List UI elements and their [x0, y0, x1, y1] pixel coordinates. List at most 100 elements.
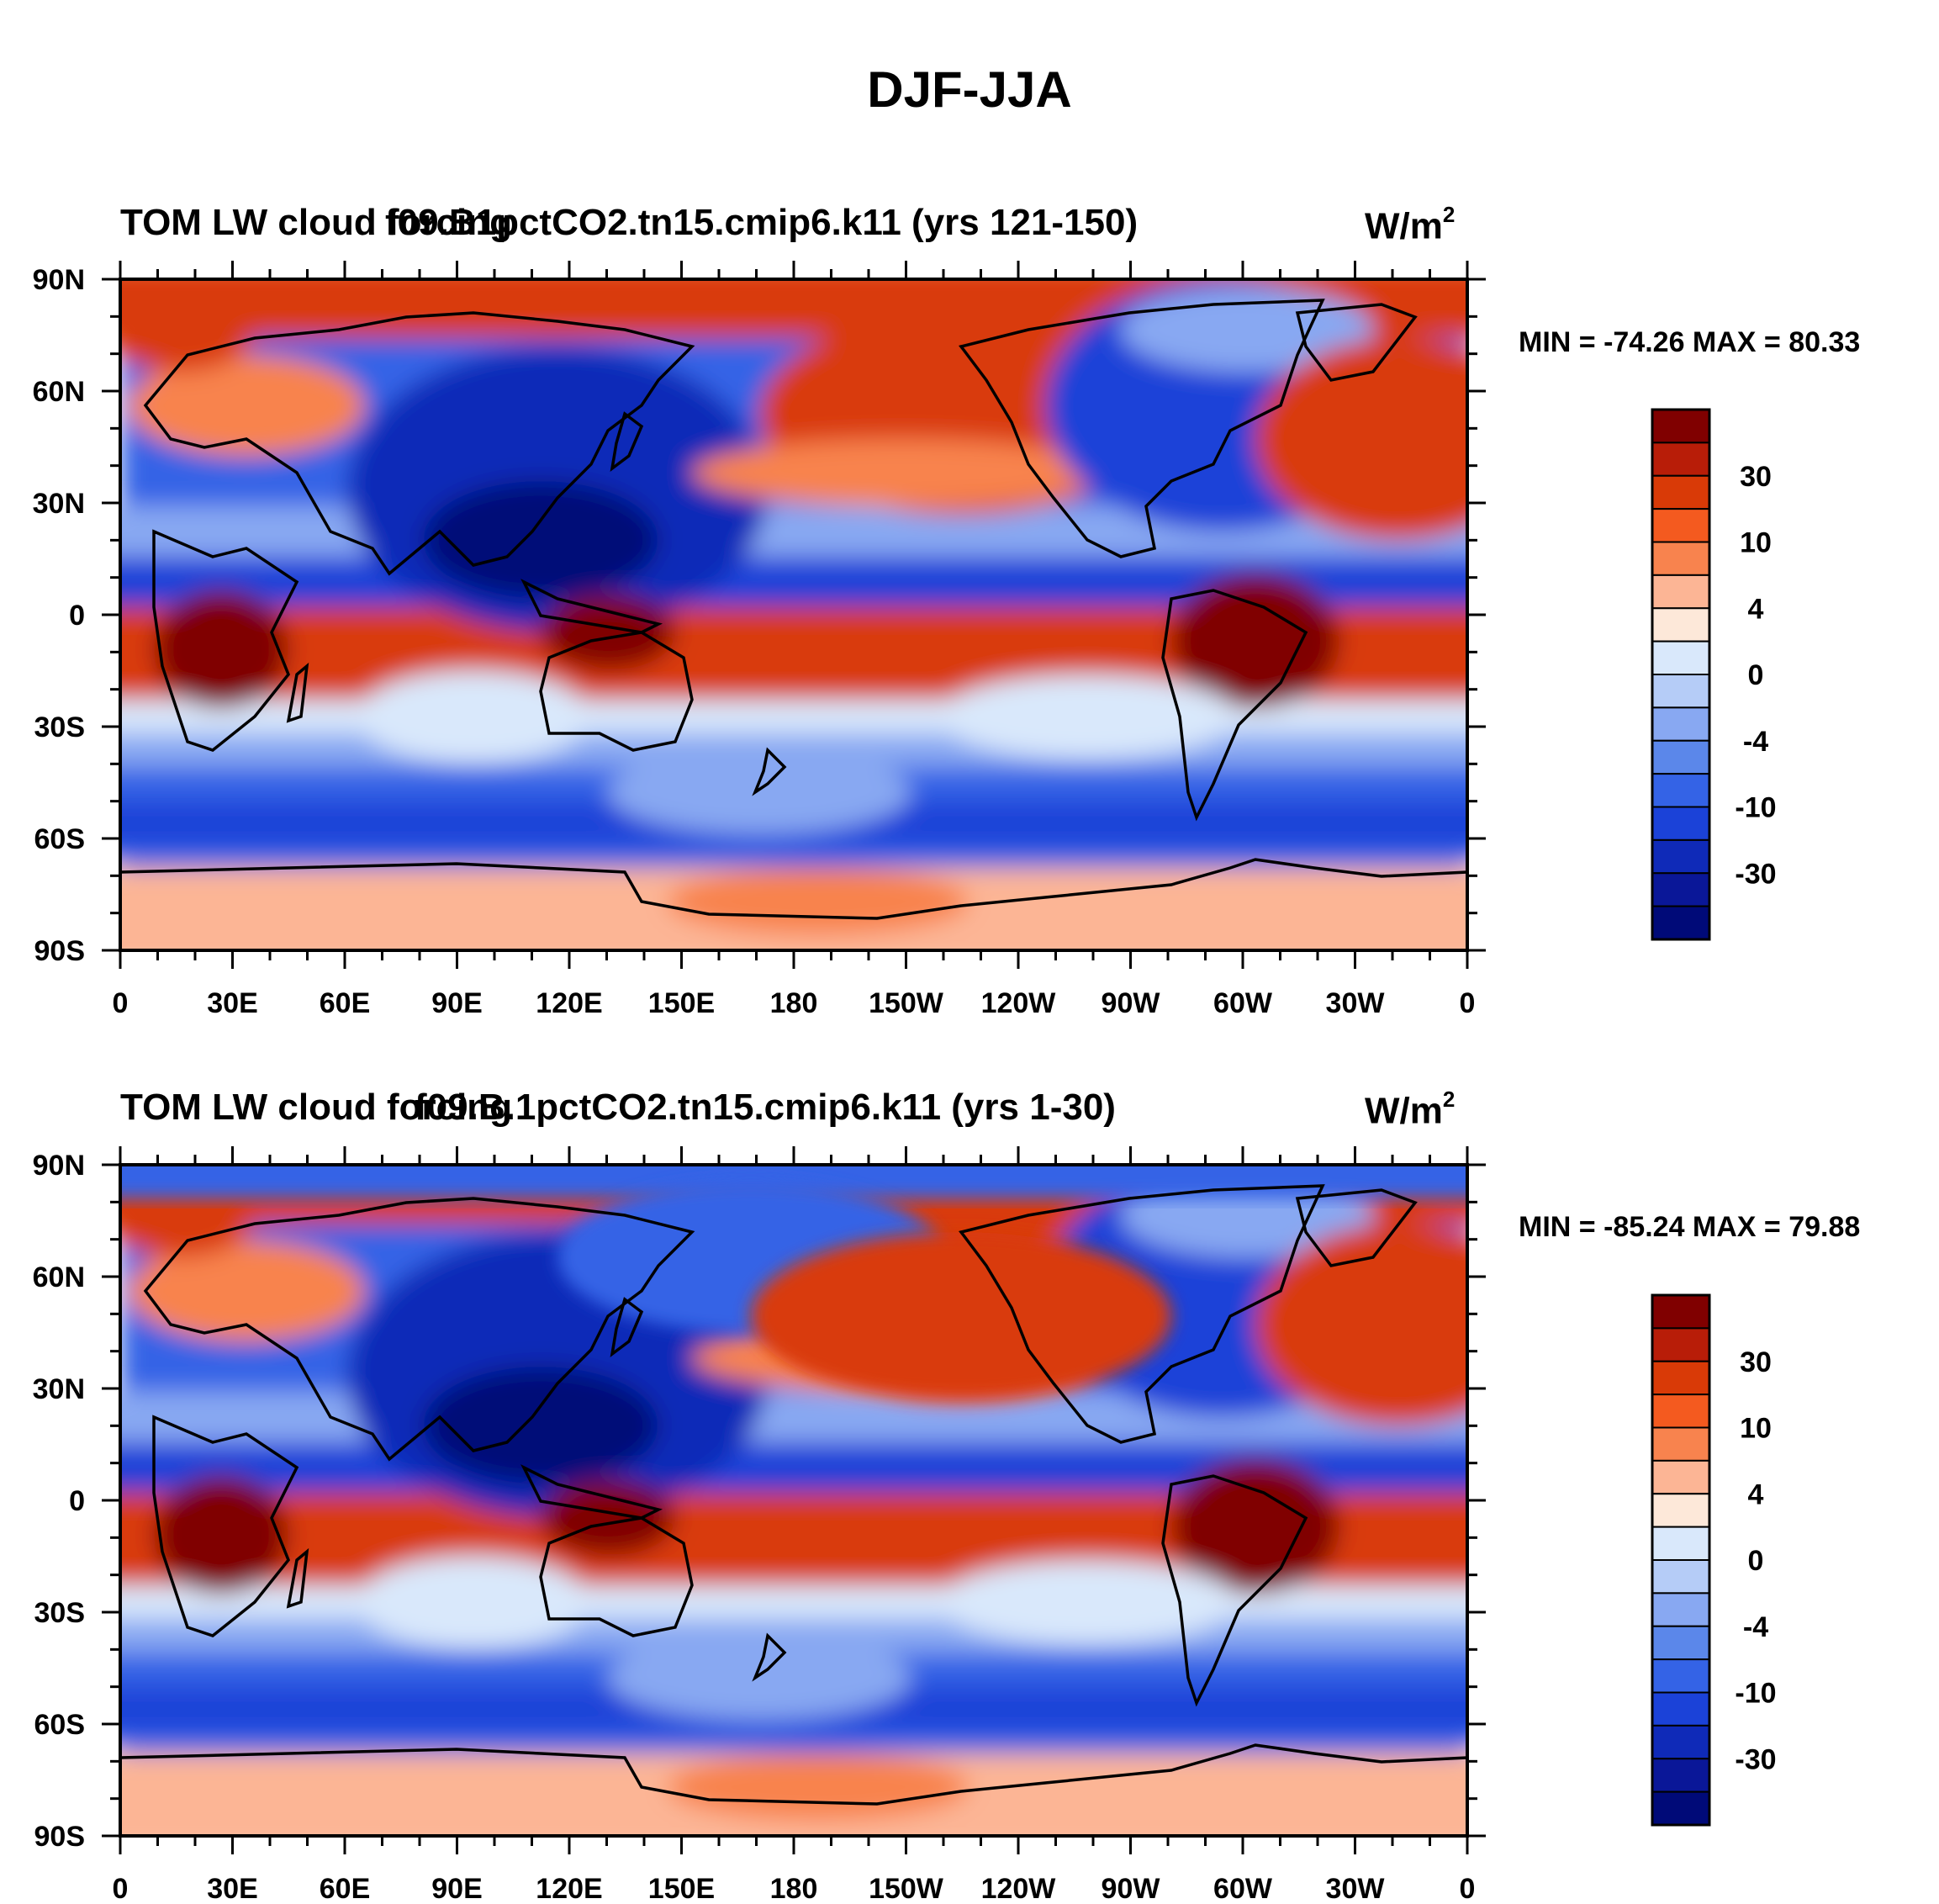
colorbar-box: [1651, 1592, 1710, 1627]
lon-label: 30E: [207, 987, 258, 1019]
colorbar-label: -10: [1735, 792, 1776, 824]
colorbar-box: [1651, 1493, 1710, 1528]
panel-2-minmax: MIN = -85.24 MAX = 79.88: [1519, 1211, 1861, 1243]
lat-label: 30N: [33, 1373, 85, 1405]
panel-1-units-text: W/m: [1365, 205, 1443, 247]
lon-label: 0: [1460, 987, 1476, 1019]
lat-label: 60S: [34, 1709, 86, 1741]
colorbar-box: [1651, 739, 1710, 775]
colorbar-box: [1651, 409, 1710, 444]
colorbar-box: [1651, 674, 1710, 709]
panel-1-left-title: TOM LW cloud forcing: [120, 202, 513, 243]
colorbar-box: [1651, 508, 1710, 543]
colorbar-label: 10: [1740, 527, 1772, 559]
lon-label: 90E: [431, 987, 483, 1019]
colorbar-box: [1651, 1526, 1710, 1561]
lat-label: 0: [69, 1485, 85, 1517]
colorbar-box: [1651, 1459, 1710, 1495]
lon-label: 150E: [648, 1873, 715, 1904]
figure-title: DJF-JJA: [867, 61, 1072, 118]
panel-2-center-title: f09.B.1pctCO2.tn15.cmip6.k11 (yrs 1-30): [415, 1087, 1116, 1128]
colorbar-box: [1651, 1360, 1710, 1396]
colorbar-label: -10: [1735, 1678, 1776, 1710]
colorbar-label: 30: [1740, 1346, 1772, 1378]
lon-label: 120W: [981, 1873, 1057, 1904]
colorbar-box: [1651, 872, 1710, 907]
panel-1-minmax: MIN = -74.26 MAX = 80.33: [1519, 326, 1861, 358]
lon-label: 180: [770, 1873, 818, 1904]
colorbar-box: [1651, 1559, 1710, 1595]
colorbar-box: [1651, 640, 1710, 675]
lat-label: 90N: [33, 264, 85, 296]
colorbar-frame: [1651, 1293, 1711, 1827]
lon-label: 90W: [1102, 1873, 1161, 1904]
colorbar-box: [1651, 1758, 1710, 1793]
colorbar-box: [1651, 541, 1710, 576]
lon-label: 150E: [648, 987, 715, 1019]
lat-label: 0: [69, 600, 85, 632]
lon-label: 90E: [431, 1873, 483, 1904]
colorbar-box: [1651, 773, 1710, 808]
lon-label: 90W: [1102, 987, 1161, 1019]
colorbar-box: [1651, 1394, 1710, 1429]
colorbar-box: [1651, 574, 1710, 610]
colorbar-box: [1651, 607, 1710, 643]
lat-label: 30N: [33, 488, 85, 520]
lat-label: 90N: [33, 1150, 85, 1182]
lat-label: 90S: [34, 1821, 86, 1853]
colorbar-box: [1651, 806, 1710, 841]
panel-2-left-title: TOM LW cloud forcing: [120, 1087, 513, 1128]
panel-2-map: [120, 1165, 1467, 1836]
panel-2-title: TOM LW cloud forcing f09.B.1pctCO2.tn15.…: [120, 1087, 1116, 1129]
lon-label: 30W: [1326, 1873, 1386, 1904]
panel-2-units-text: W/m: [1365, 1090, 1443, 1132]
panel-2-units: W/m2: [1365, 1087, 1456, 1133]
lon-label: 150W: [869, 987, 944, 1019]
colorbar-label: -4: [1743, 1611, 1768, 1643]
lon-label: 120W: [981, 987, 1057, 1019]
lat-label: 60S: [34, 823, 86, 855]
colorbar-label: 10: [1740, 1413, 1772, 1445]
lon-label: 30W: [1326, 987, 1386, 1019]
panel-1-map: [120, 279, 1467, 950]
colorbar-frame: [1651, 408, 1711, 941]
lon-label: 0: [113, 1873, 129, 1904]
colorbar-box: [1651, 838, 1710, 875]
lon-label: 0: [113, 987, 129, 1019]
colorbar-box: [1651, 442, 1710, 477]
lon-label: 120E: [536, 987, 602, 1019]
panel-1-center-title: f09.B1pctCO2.tn15.cmip6.k11 (yrs 121-150…: [385, 202, 1139, 243]
colorbars: 30 10 4 0 -4 -10 -30 30 10 4 0 -4 -10 -30: [1651, 408, 1777, 1827]
panel-1-units: W/m2: [1365, 202, 1455, 248]
colorbar-box: [1651, 1625, 1710, 1661]
lon-label: 150W: [869, 1873, 944, 1904]
lat-label: 30S: [34, 1597, 86, 1629]
lat-label: 90S: [34, 935, 86, 967]
colorbar-label: 0: [1748, 659, 1764, 691]
lat-label: 60N: [33, 1261, 85, 1293]
colorbar-box: [1651, 1658, 1710, 1694]
axis-ticks: [102, 261, 1486, 1854]
lon-label: 60E: [320, 987, 371, 1019]
lon-label: 60E: [320, 1873, 371, 1904]
colorbar-box: [1651, 1426, 1710, 1462]
colorbar-box: [1651, 474, 1710, 510]
lon-label: 30E: [207, 1873, 258, 1904]
lon-label: 60W: [1213, 987, 1273, 1019]
colorbar-label: 0: [1748, 1545, 1764, 1577]
colorbar-box: [1651, 1691, 1710, 1727]
axis-labels: 90N 60N 30N 0 30S 60S 90S 0 30E 60E 90E 120E 150E 180…: [33, 264, 1476, 1904]
colorbar-box: [1651, 905, 1710, 940]
lon-label: 60W: [1213, 1873, 1273, 1904]
colorbar-label: -30: [1735, 1743, 1776, 1775]
colorbar-label: 4: [1748, 1478, 1764, 1510]
lat-label: 60N: [33, 376, 85, 408]
lon-label: 180: [770, 987, 818, 1019]
lat-label: 30S: [34, 711, 86, 743]
lon-label: 120E: [536, 1873, 602, 1904]
panel-2-units-sup: 2: [1442, 1087, 1456, 1112]
colorbar-box: [1651, 1327, 1710, 1362]
colorbar-label: -30: [1735, 858, 1776, 890]
colorbar-box: [1651, 1294, 1710, 1330]
